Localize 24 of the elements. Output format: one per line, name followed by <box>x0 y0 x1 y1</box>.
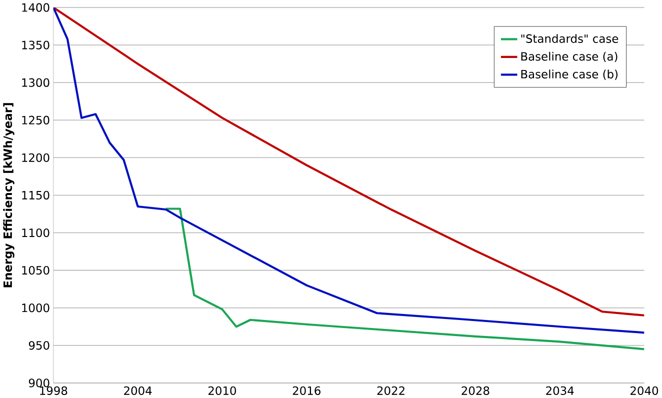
legend-label: Baseline case (a) <box>521 52 618 62</box>
legend-label: Baseline case (b) <box>521 70 618 80</box>
y-tick-label: 1350 <box>22 40 50 50</box>
y-axis-title: Energy Efficiency [kWh/year] <box>3 103 14 288</box>
y-tick-label: 1200 <box>22 153 50 162</box>
x-tick-label: 1998 <box>40 386 68 395</box>
x-tick-label: 2040 <box>630 386 658 395</box>
y-tick-label: 1250 <box>22 116 50 124</box>
line-series <box>164 208 644 350</box>
x-tick-label: 2034 <box>546 386 574 395</box>
y-tick-label: 1150 <box>22 190 50 200</box>
y-tick-label: 900 <box>28 378 50 388</box>
y-tick-label: 950 <box>28 341 50 350</box>
y-tick-label: 1050 <box>22 266 50 275</box>
y-tick-label: 1100 <box>22 228 50 238</box>
x-tick-label: 2004 <box>124 386 152 395</box>
y-tick-label: 1400 <box>22 3 50 12</box>
y-tick-label: 1300 <box>22 78 50 87</box>
legend-label: "Standards" case <box>521 34 618 43</box>
x-tick-label: 2016 <box>292 386 320 395</box>
x-tick-label: 2022 <box>377 386 404 395</box>
x-tick-label: 2010 <box>208 386 236 395</box>
y-tick-label: 1000 <box>22 303 50 312</box>
x-tick-label: 2028 <box>462 386 490 395</box>
